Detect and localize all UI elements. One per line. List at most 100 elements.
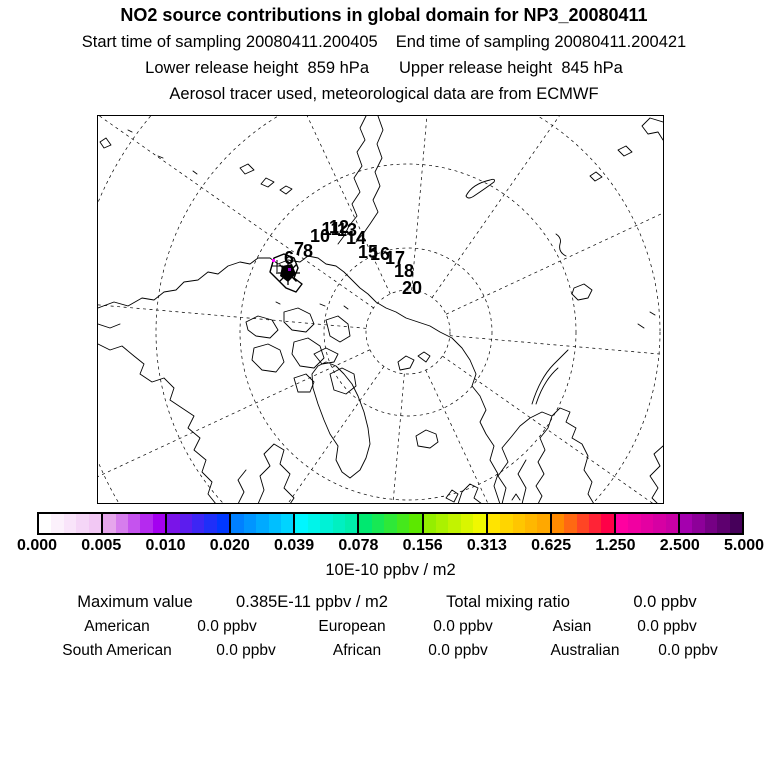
arctic-archipelago [245, 301, 357, 395]
tracer-text: Aerosol tracer used, meteorological data… [169, 85, 599, 103]
colorbar-tick-label: 0.078 [338, 537, 379, 554]
coastline-peninsula-east [355, 116, 384, 243]
stat-label: European [318, 618, 386, 635]
colorbar-tick-label: 0.000 [16, 537, 58, 554]
stat-value: 0.0 ppbv [433, 618, 493, 635]
colorbar-cell [39, 514, 52, 533]
colorbar-cell [601, 514, 614, 533]
track-point-label: 16 [370, 244, 390, 264]
stats-row-continents-2: South American 0.0 ppbv African 0.0 ppbv Aus… [0, 642, 768, 660]
stats-row-maximum: Maximum value 0.385E-11 ppbv / m2 Total mi… [0, 593, 768, 611]
max-value: 0.385E-11 ppbv / m2 [236, 593, 388, 611]
colorbar-cell [243, 514, 257, 533]
coastline-baffin [237, 443, 295, 503]
coastline-greenland [311, 347, 371, 479]
stat-value: 0.0 ppbv [216, 642, 276, 659]
colorbar-segment [613, 514, 678, 533]
crescent-island [465, 178, 495, 199]
colorbar-cell [640, 514, 654, 533]
colorbar-cell [140, 514, 153, 533]
stat-value: 0.0 ppbv [197, 618, 257, 635]
track-point-label: 6 [284, 248, 294, 268]
colorbar-cell [295, 514, 308, 533]
colorbar-tick-label: 1.250 [595, 537, 636, 554]
colorbar-cell [435, 514, 449, 533]
colorbar-cell [320, 514, 333, 533]
end-time-text: End time of sampling 20080411.200421 [395, 33, 687, 51]
start-time-text: Start time of sampling 20080411.200405 [81, 33, 378, 51]
colorbar-cell [231, 514, 244, 533]
colorbar-cell [717, 514, 730, 533]
colorbar-tick-label: 0.313 [466, 537, 507, 554]
colorbar-tick-label: 0.039 [274, 537, 315, 554]
colorbar-cell [216, 514, 230, 533]
coastline-svalbard [397, 351, 431, 371]
colorbar-cell [76, 514, 89, 533]
coastline-peninsula-west [337, 116, 367, 245]
islets-upper-left [99, 129, 293, 195]
colorbar-cell [307, 514, 321, 533]
tracer-line: Aerosol tracer used, meteorological data… [0, 85, 768, 104]
stat-label: Australian [550, 642, 620, 659]
coastline-novaya-zemlya [531, 349, 569, 405]
max-value-label: Maximum value [77, 593, 193, 611]
contribution-dots [272, 259, 291, 271]
colorbar-cell [576, 514, 590, 533]
small-features-right [555, 233, 593, 301]
colorbar-segment [549, 514, 614, 533]
colorbar-cell [665, 514, 678, 533]
track-point-label: 11 [321, 219, 340, 239]
stat-label: Asian [552, 618, 592, 635]
coastline-british-isles [445, 483, 521, 503]
total-mixing-ratio-value: 0.0 ppbv [633, 593, 697, 611]
coastlines [98, 116, 663, 503]
track-point-label: 13 [337, 220, 357, 240]
track-point-label: 18 [394, 261, 414, 281]
colorbar-cell [280, 514, 294, 533]
sampling-time-line: Start time of sampling 20080411.200405 E… [0, 33, 768, 52]
colorbar-tick-labels: 0.000 0.005 0.010 0.020 0.039 0.078 0.156 0.313… [0, 537, 768, 555]
stat-label: American [84, 618, 150, 635]
colorbar-cell [564, 514, 577, 533]
track-point-label: 15 [358, 242, 378, 262]
colorbar-cell [589, 514, 602, 533]
colorbar-cell [679, 514, 693, 533]
plot-title: NO2 source contributions in global domai… [120, 5, 648, 25]
colorbar-tick-label: 0.020 [209, 537, 250, 554]
colorbar-cell [371, 514, 385, 533]
stat-value: 0.0 ppbv [637, 618, 697, 635]
colorbar-cell [384, 514, 397, 533]
coastline-scandinavia [497, 407, 594, 503]
stats-row-continents-1: American 0.0 ppbv European 0.0 ppbv Asian 0.0… [0, 618, 768, 636]
colorbar-cell [179, 514, 193, 533]
contribution-pixel [272, 259, 275, 262]
colorbar-cell [473, 514, 486, 533]
stat-label: South American [62, 642, 172, 659]
colorbar-cell [487, 514, 501, 533]
colorbar-tick-label: 5.000 [723, 537, 765, 554]
colorbar-cell [615, 514, 629, 533]
colorbar-cell [423, 514, 436, 533]
total-mixing-ratio-label: Total mixing ratio [446, 593, 570, 611]
colorbar-cell [537, 514, 550, 533]
colorbar-cell [268, 514, 281, 533]
colorbar-cell [127, 514, 141, 533]
colorbar-cell [256, 514, 269, 533]
release-marker [271, 260, 300, 285]
colorbar-segment [229, 514, 294, 533]
contribution-pixel [288, 268, 291, 271]
colorbar-cell [204, 514, 217, 533]
track-point-label: 8 [303, 241, 313, 261]
colorbar-tick-label: 2.500 [659, 537, 700, 554]
colorbar-cell [103, 514, 116, 533]
colorbar [37, 512, 744, 535]
colorbar-cell [729, 514, 743, 533]
stat-value: 0.0 ppbv [658, 642, 718, 659]
coastline-right-edge [637, 311, 663, 503]
colorbar-segment [677, 514, 743, 533]
colorbar-cell [460, 514, 474, 533]
colorbar-cell [500, 514, 513, 533]
